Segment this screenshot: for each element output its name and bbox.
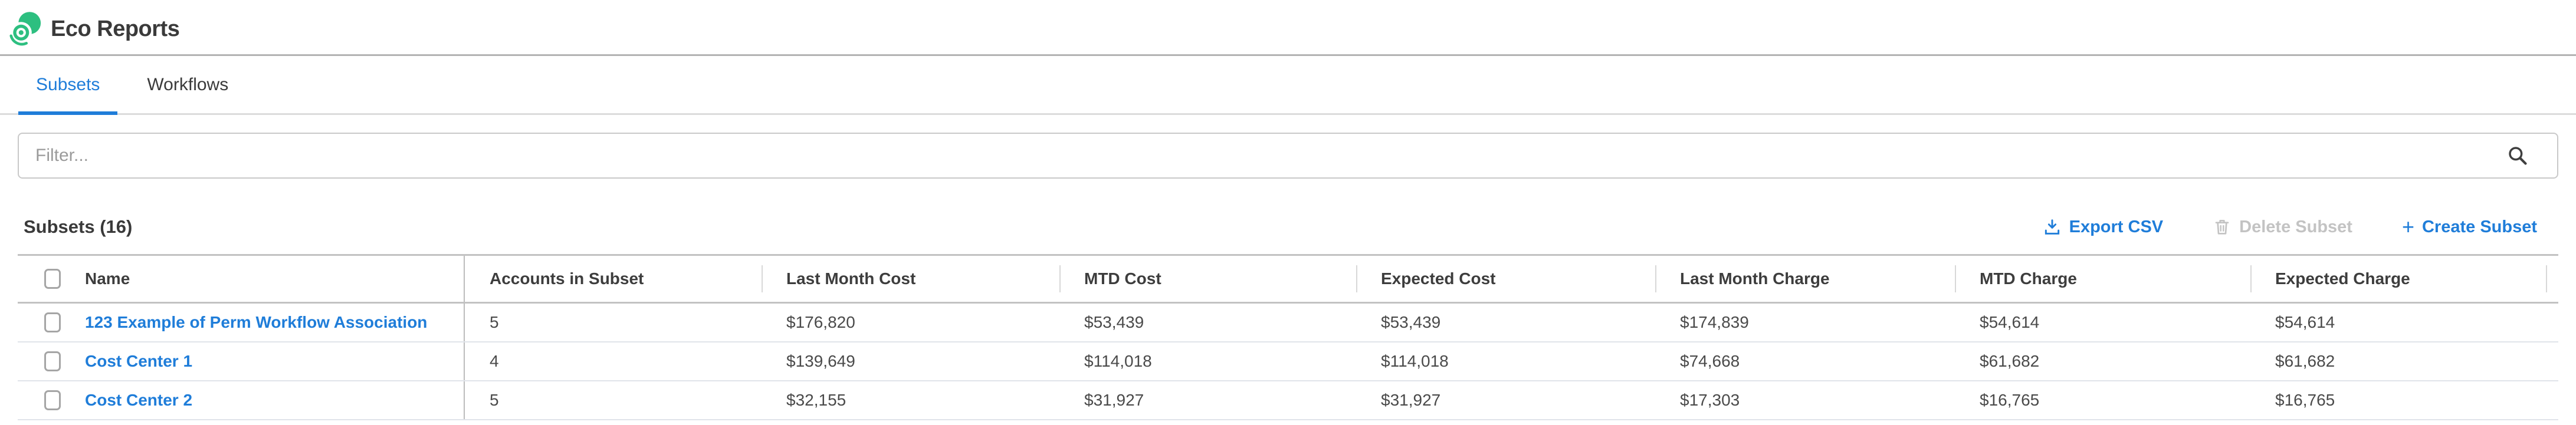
filter-input[interactable] [18, 133, 2558, 179]
column-header-mtd-charge[interactable]: MTD Charge [1955, 256, 2250, 302]
accounts-cell: 4 [464, 342, 762, 380]
subset-name-link[interactable]: Cost Center 1 [85, 352, 193, 370]
mtd-cost-cell: $53,439 [1084, 313, 1144, 331]
mtd-charge-cell: $16,765 [1980, 391, 2040, 409]
toolbar-actions: Export CSV Delete Subset + Create Subset [2043, 216, 2537, 238]
row-checkbox-cell [18, 381, 77, 419]
mtd-charge-cell: $61,682 [1980, 352, 2040, 370]
expected-cost-cell: $114,018 [1381, 352, 1449, 370]
expected-cost-cell: $31,927 [1381, 391, 1441, 409]
search-icon[interactable] [2506, 144, 2529, 167]
last-month-charge-cell: $174,839 [1680, 313, 1749, 331]
filter-bar [18, 133, 2558, 179]
tab-workflows-label: Workflows [147, 74, 229, 94]
row-checkbox-cell [18, 304, 77, 341]
expected-charge-cell: $61,682 [2275, 352, 2335, 370]
column-header-expected-cost[interactable]: Expected Cost [1356, 256, 1655, 302]
export-csv-button[interactable]: Export CSV [2043, 217, 2164, 237]
page-title: Eco Reports [51, 16, 180, 41]
header-filler-cell [2546, 256, 2571, 302]
delete-subset-button[interactable]: Delete Subset [2213, 218, 2352, 237]
header-checkbox-cell [18, 256, 77, 302]
plus-icon: + [2401, 215, 2414, 239]
row-checkbox[interactable] [44, 312, 61, 332]
subsets-table: Name Accounts in Subset Last Month Cost … [18, 254, 2558, 420]
table-row: Cost Center 2 5 $32,155 $31,927 $31,927 … [18, 381, 2558, 420]
row-checkbox[interactable] [44, 351, 61, 371]
tab-subsets[interactable]: Subsets [18, 56, 118, 115]
table-row: 123 Example of Perm Workflow Association… [18, 304, 2558, 342]
tab-bar: Subsets Workflows [0, 56, 2576, 115]
mtd-cost-cell: $114,018 [1084, 352, 1152, 370]
row-filler-cell [2546, 381, 2571, 419]
subset-name-link[interactable]: Cost Center 2 [85, 391, 193, 409]
download-icon [2045, 219, 2059, 235]
subset-name-link[interactable]: 123 Example of Perm Workflow Association [85, 313, 428, 331]
expected-charge-cell: $54,614 [2275, 313, 2335, 331]
column-header-mtd-cost[interactable]: MTD Cost [1059, 256, 1356, 302]
accounts-cell: 5 [464, 304, 762, 341]
subset-name-cell: Cost Center 2 [77, 381, 464, 419]
create-subset-label: Create Subset [2421, 217, 2537, 236]
table-header-row: Name Accounts in Subset Last Month Cost … [18, 254, 2558, 304]
create-subset-button[interactable]: + Create Subset [2402, 216, 2537, 238]
delete-subset-label: Delete Subset [2239, 217, 2352, 236]
row-checkbox-cell [18, 342, 77, 380]
mtd-charge-cell: $54,614 [1980, 313, 2040, 331]
last-month-cost-cell: $139,649 [786, 352, 855, 370]
app-header: Eco Reports [0, 0, 2576, 56]
export-csv-label: Export CSV [2069, 217, 2164, 236]
expected-charge-cell: $16,765 [2275, 391, 2335, 409]
column-header-accounts[interactable]: Accounts in Subset [464, 256, 762, 302]
subset-name-cell: Cost Center 1 [77, 342, 464, 380]
mtd-cost-cell: $31,927 [1084, 391, 1144, 409]
table-row: Cost Center 1 4 $139,649 $114,018 $114,0… [18, 342, 2558, 381]
eco-swirl-logo-icon [9, 12, 41, 46]
subset-name-cell: 123 Example of Perm Workflow Association [77, 304, 464, 341]
subsets-toolbar: Subsets (16) Export CSV Delete Subset [18, 208, 2558, 246]
column-header-expected-charge[interactable]: Expected Charge [2250, 256, 2546, 302]
tab-workflows[interactable]: Workflows [129, 56, 246, 113]
last-month-charge-cell: $74,668 [1680, 352, 1740, 370]
accounts-cell: 5 [464, 381, 762, 419]
row-checkbox[interactable] [44, 390, 61, 410]
select-all-checkbox[interactable] [44, 269, 61, 289]
last-month-cost-cell: $176,820 [786, 313, 855, 331]
expected-cost-cell: $53,439 [1381, 313, 1441, 331]
last-month-cost-cell: $32,155 [786, 391, 846, 409]
row-filler-cell [2546, 304, 2571, 341]
trash-icon [2215, 220, 2229, 235]
column-header-name[interactable]: Name [85, 269, 130, 288]
last-month-charge-cell: $17,303 [1680, 391, 1740, 409]
tab-subsets-label: Subsets [36, 74, 100, 94]
subsets-count-heading: Subsets (16) [24, 216, 133, 237]
column-header-last-month-cost[interactable]: Last Month Cost [762, 256, 1059, 302]
row-filler-cell [2546, 342, 2571, 380]
column-header-last-month-charge[interactable]: Last Month Charge [1655, 256, 1955, 302]
